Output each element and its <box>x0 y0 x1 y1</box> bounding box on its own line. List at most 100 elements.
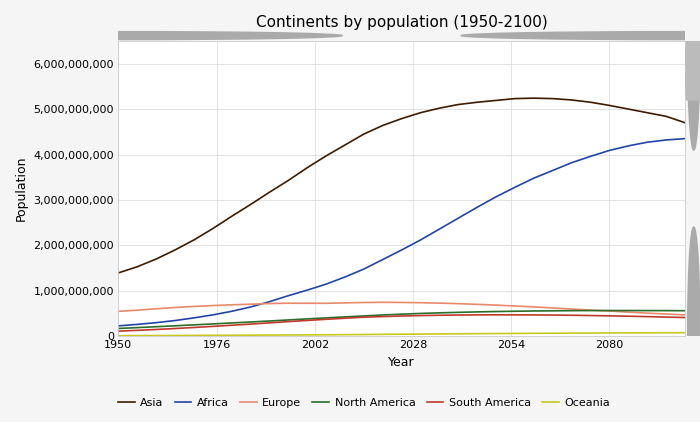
Asia <box>473 100 482 105</box>
North America <box>360 314 368 319</box>
South America <box>133 328 141 333</box>
Asia <box>530 96 538 101</box>
South America <box>454 313 463 318</box>
Africa <box>454 216 463 221</box>
Europe <box>416 300 425 305</box>
Line: South America: South America <box>118 315 685 331</box>
Africa <box>398 247 406 252</box>
Africa <box>662 138 671 143</box>
North America <box>284 317 293 322</box>
Asia <box>568 97 576 103</box>
Legend: Asia, Africa, Europe, North America, South America, Oceania: Asia, Africa, Europe, North America, Sou… <box>113 393 615 412</box>
Africa <box>643 140 652 145</box>
Africa <box>416 238 425 243</box>
Title: Continents by population (1950-2100): Continents by population (1950-2100) <box>256 15 547 30</box>
North America <box>606 308 614 313</box>
South America <box>398 314 406 319</box>
Circle shape <box>461 32 700 40</box>
Oceania <box>152 333 160 338</box>
Asia <box>643 110 652 115</box>
Africa <box>133 322 141 327</box>
South America <box>246 322 255 327</box>
Oceania <box>360 332 368 337</box>
Oceania <box>549 331 557 336</box>
North America <box>492 309 500 314</box>
South America <box>681 315 690 320</box>
Africa <box>114 323 122 328</box>
Y-axis label: Population: Population <box>15 156 28 222</box>
Oceania <box>246 333 255 338</box>
North America <box>681 308 690 313</box>
South America <box>662 314 671 319</box>
Africa <box>606 148 614 153</box>
South America <box>606 313 614 318</box>
Europe <box>643 311 652 316</box>
North America <box>416 311 425 316</box>
Europe <box>511 303 519 308</box>
Oceania <box>133 333 141 338</box>
Europe <box>398 300 406 305</box>
South America <box>530 312 538 317</box>
South America <box>171 326 179 331</box>
Europe <box>133 308 141 313</box>
Asia <box>662 114 671 119</box>
FancyBboxPatch shape <box>686 41 700 100</box>
Africa <box>549 168 557 173</box>
Oceania <box>587 330 595 335</box>
Europe <box>624 310 633 315</box>
Asia <box>133 264 141 269</box>
Oceania <box>322 332 330 337</box>
Africa <box>492 194 500 199</box>
South America <box>379 314 387 319</box>
Africa <box>360 267 368 272</box>
Asia <box>398 116 406 121</box>
North America <box>190 322 198 327</box>
Circle shape <box>687 227 700 422</box>
Europe <box>473 302 482 307</box>
Oceania <box>454 331 463 336</box>
Africa <box>473 205 482 210</box>
South America <box>587 313 595 318</box>
Africa <box>587 154 595 159</box>
South America <box>190 325 198 330</box>
Europe <box>568 306 576 311</box>
North America <box>435 310 444 315</box>
North America <box>587 308 595 313</box>
South America <box>303 318 312 323</box>
Asia <box>492 98 500 103</box>
North America <box>322 315 330 320</box>
Africa <box>284 293 293 298</box>
Europe <box>265 301 274 306</box>
Line: Africa: Africa <box>118 138 685 326</box>
South America <box>643 314 652 319</box>
Africa <box>681 136 690 141</box>
North America <box>568 308 576 313</box>
South America <box>152 327 160 332</box>
Oceania <box>473 331 482 336</box>
Europe <box>303 301 312 306</box>
North America <box>473 309 482 314</box>
Europe <box>209 303 217 308</box>
Europe <box>152 306 160 311</box>
North America <box>133 325 141 330</box>
Africa <box>190 315 198 320</box>
Asia <box>114 271 122 276</box>
North America <box>152 324 160 329</box>
North America <box>341 314 349 319</box>
Asia <box>322 153 330 158</box>
Oceania <box>511 331 519 336</box>
South America <box>435 313 444 318</box>
Oceania <box>624 330 633 335</box>
Circle shape <box>687 0 700 150</box>
Europe <box>379 300 387 305</box>
North America <box>209 322 217 327</box>
North America <box>114 326 122 331</box>
Asia <box>511 96 519 101</box>
North America <box>454 310 463 315</box>
Line: Europe: Europe <box>118 302 685 315</box>
Oceania <box>681 330 690 335</box>
South America <box>568 313 576 318</box>
North America <box>171 323 179 328</box>
Oceania <box>284 333 293 338</box>
South America <box>492 312 500 317</box>
